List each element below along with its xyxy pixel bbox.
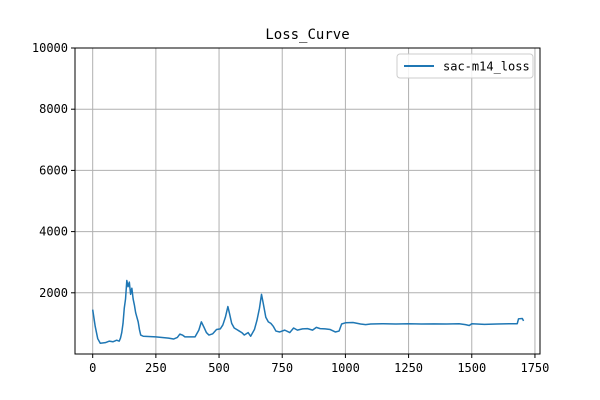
series-line-sac-m14_loss [91, 279, 525, 345]
x-tick-label: 1500 [457, 361, 486, 375]
x-tick-label: 250 [145, 361, 167, 375]
x-tick-label: 1750 [520, 361, 549, 375]
x-tick-label: 750 [271, 361, 293, 375]
x-tick-label: 0 [89, 361, 96, 375]
y-axis-ticks: 2000 4000 6000 8000 10000 [32, 41, 75, 300]
y-tick-label: 6000 [39, 163, 68, 177]
grid-lines [75, 47, 540, 354]
chart-title: Loss_Curve [265, 27, 349, 43]
x-tick-label: 500 [208, 361, 230, 375]
y-tick-label: 2000 [39, 286, 68, 300]
legend-label: sac-m14_loss [443, 60, 530, 74]
x-tick-label: 1250 [394, 361, 423, 375]
series-layer [91, 279, 525, 345]
legend-box [396, 53, 534, 79]
y-tick-label: 8000 [39, 102, 68, 116]
x-axis-ticks: 0 250 500 750 1000 1250 1500 1750 [89, 354, 549, 375]
y-tick-label: 4000 [39, 225, 68, 239]
x-tick-label: 1000 [331, 361, 360, 375]
plot-frame [74, 47, 541, 355]
y-tick-label: 10000 [32, 41, 68, 55]
legend: sac-m14_loss [396, 53, 534, 79]
